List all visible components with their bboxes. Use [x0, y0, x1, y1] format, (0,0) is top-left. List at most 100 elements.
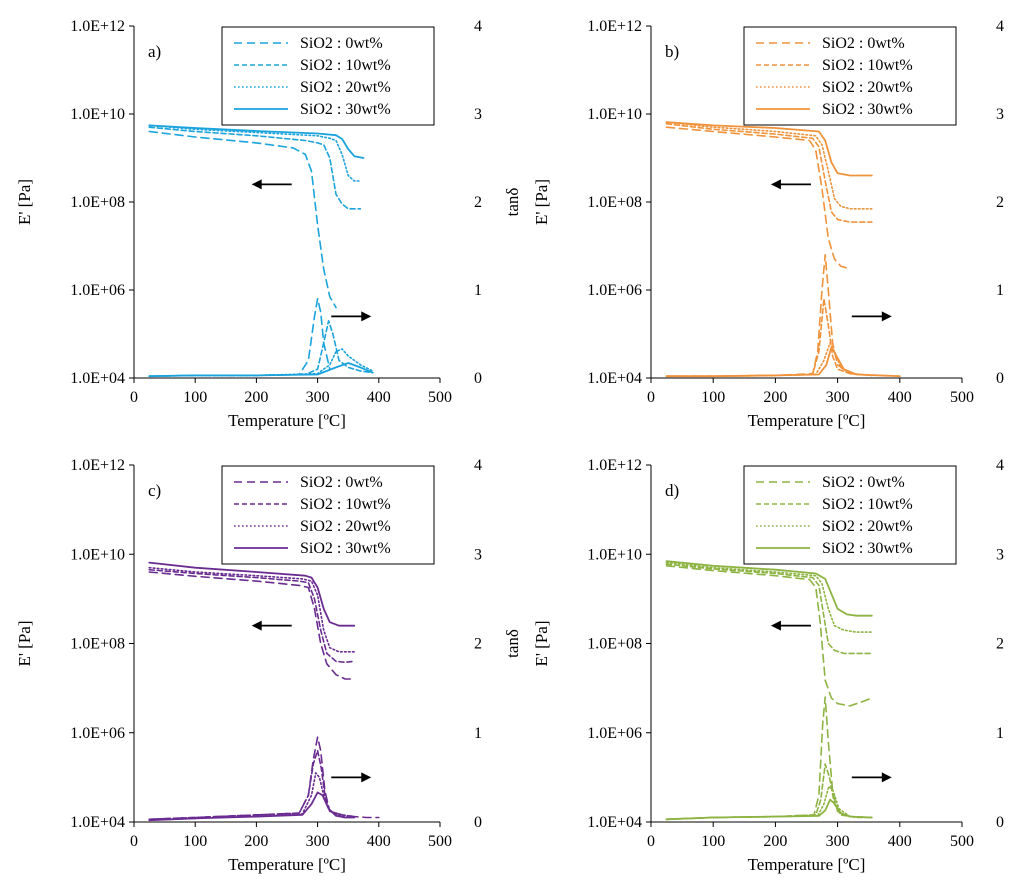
- panel-label: c): [148, 481, 161, 500]
- y-tick-label: 1.0E+10: [70, 546, 125, 563]
- legend-entry: SiO2 : 0wt%: [822, 474, 905, 491]
- y-tick-label: 1.0E+12: [70, 18, 125, 35]
- legend: SiO2 : 0wt% SiO2 : 10wt% SiO2 : 20wt% SiO2 …: [221, 26, 435, 126]
- series-line-tan-delta-1: [665, 763, 873, 821]
- y-tick-label: 1.0E+10: [70, 106, 125, 123]
- legend-entry: SiO2 : 30wt%: [300, 540, 391, 557]
- x-tick-label: 0: [130, 833, 138, 850]
- x-tick-label: 0: [647, 389, 655, 406]
- series-line-tan-delta-0: [665, 696, 873, 821]
- y-tick-label: 1.0E+08: [70, 636, 125, 653]
- arrow-left: [770, 179, 811, 190]
- x-tick-label: 0: [647, 833, 655, 850]
- y2-tick-label: 2: [996, 194, 1004, 211]
- legend: SiO2 : 0wt% SiO2 : 10wt% SiO2 : 20wt% SiO2 …: [743, 465, 957, 565]
- x-tick-label: 100: [701, 389, 725, 406]
- legend-entry: SiO2 : 30wt%: [822, 101, 913, 118]
- x-tick-label: 500: [950, 389, 974, 406]
- y-tick-label: 1.0E+06: [587, 282, 642, 299]
- y-tick-label: 1.0E+10: [587, 106, 642, 123]
- x-axis-title: Temperature [ºC]: [748, 855, 866, 874]
- y-tick-label: 1.0E+12: [587, 18, 642, 35]
- series-line-tan-delta-3: [148, 791, 356, 822]
- series-line-tan-delta-2: [148, 348, 374, 377]
- legend-entry: SiO2 : 10wt%: [300, 57, 391, 74]
- y2-tick-label: 4: [996, 18, 1004, 35]
- y2-tick-label: 4: [474, 457, 482, 474]
- series-line-modulus-1: [665, 563, 873, 655]
- arrow-left: [770, 620, 811, 631]
- series-line-modulus-2: [148, 566, 356, 653]
- x-tick-label: 400: [367, 833, 391, 850]
- arrow-right: [851, 772, 892, 783]
- x-tick-label: 300: [306, 389, 330, 406]
- x-tick-label: 200: [244, 833, 268, 850]
- y-tick-label: 1.0E+08: [70, 194, 125, 211]
- y-tick-label: 1.0E+10: [587, 546, 642, 563]
- y2-axis-title: tanδ: [503, 188, 522, 217]
- y-tick-label: 1.0E+06: [70, 725, 125, 742]
- y-tick-label: 1.0E+04: [587, 814, 642, 831]
- legend: SiO2 : 0wt% SiO2 : 10wt% SiO2 : 20wt% SiO2 …: [743, 26, 957, 126]
- y2-tick-label: 1: [474, 282, 482, 299]
- legend-entry: SiO2 : 20wt%: [822, 518, 913, 535]
- series-group: [665, 121, 901, 378]
- x-tick-label: 500: [428, 833, 452, 850]
- legend-entry: SiO2 : 0wt%: [300, 35, 383, 52]
- series-group: [665, 560, 873, 821]
- y2-tick-label: 3: [996, 106, 1004, 123]
- series-line-modulus-3: [148, 561, 356, 627]
- series-group: [148, 561, 380, 822]
- series-line-tan-delta-3: [665, 346, 901, 378]
- y-tick-label: 1.0E+12: [587, 457, 642, 474]
- y-tick-label: 1.0E+06: [70, 282, 125, 299]
- series-line-tan-delta-2: [665, 785, 873, 821]
- x-tick-label: 400: [367, 389, 391, 406]
- series-line-modulus-1: [148, 568, 356, 664]
- series-line-tan-delta-3: [148, 362, 374, 378]
- y2-tick-label: 0: [474, 814, 482, 831]
- x-axis-title: Temperature [ºC]: [228, 855, 346, 874]
- y-axis-title: E' [Pa]: [15, 179, 34, 225]
- legend-entry: SiO2 : 20wt%: [300, 518, 391, 535]
- y2-tick-label: 0: [996, 370, 1004, 387]
- x-tick-label: 300: [826, 389, 850, 406]
- series-group: [148, 124, 374, 378]
- series-line-modulus-2: [665, 561, 873, 633]
- y2-tick-label: 3: [474, 546, 482, 563]
- legend-entry: SiO2 : 10wt%: [300, 496, 391, 513]
- x-tick-label: 500: [428, 389, 452, 406]
- panel-label: d): [665, 481, 679, 500]
- chart-panel-1: 0 100 200 300 400 500 1.0E+04 1.0E+06 1.0E+08 1.0…: [15, 18, 522, 430]
- chart-panel-4: 0 100 200 300 400 500 1.0E+04 1.0E+06 1.0E+08 1.0…: [532, 457, 1004, 874]
- series-line-modulus-2: [665, 121, 873, 210]
- legend-entry: SiO2 : 30wt%: [300, 101, 391, 118]
- legend: SiO2 : 0wt% SiO2 : 10wt% SiO2 : 20wt% SiO2 …: [221, 465, 435, 565]
- y-tick-label: 1.0E+06: [587, 725, 642, 742]
- x-tick-label: 500: [950, 833, 974, 850]
- y2-tick-label: 1: [474, 725, 482, 742]
- y-tick-label: 1.0E+04: [70, 814, 125, 831]
- legend-entry: SiO2 : 10wt%: [822, 57, 913, 74]
- x-tick-label: 200: [763, 389, 787, 406]
- series-line-modulus-0: [665, 565, 873, 707]
- y2-tick-label: 0: [996, 814, 1004, 831]
- y2-axis-title: tanδ: [503, 629, 522, 658]
- x-axis-title: Temperature [ºC]: [228, 411, 346, 430]
- legend-entry: SiO2 : 0wt%: [822, 35, 905, 52]
- series-line-modulus-0: [148, 571, 356, 680]
- x-axis-title: Temperature [ºC]: [748, 411, 866, 430]
- chart-panel-2: 0 100 200 300 400 500 1.0E+04 1.0E+06 1.0E+08 1.0…: [532, 18, 1004, 430]
- y-axis-title: E' [Pa]: [15, 620, 34, 666]
- series-line-tan-delta-1: [148, 749, 356, 821]
- y2-tick-label: 2: [996, 636, 1004, 653]
- y2-tick-label: 1: [996, 725, 1004, 742]
- arrow-left: [251, 620, 292, 631]
- legend-entry: SiO2 : 20wt%: [822, 79, 913, 96]
- series-line-modulus-3: [148, 124, 365, 159]
- y2-tick-label: 3: [474, 106, 482, 123]
- legend-entry: SiO2 : 20wt%: [300, 79, 391, 96]
- y2-tick-label: 2: [474, 636, 482, 653]
- series-line-tan-delta-2: [148, 772, 356, 821]
